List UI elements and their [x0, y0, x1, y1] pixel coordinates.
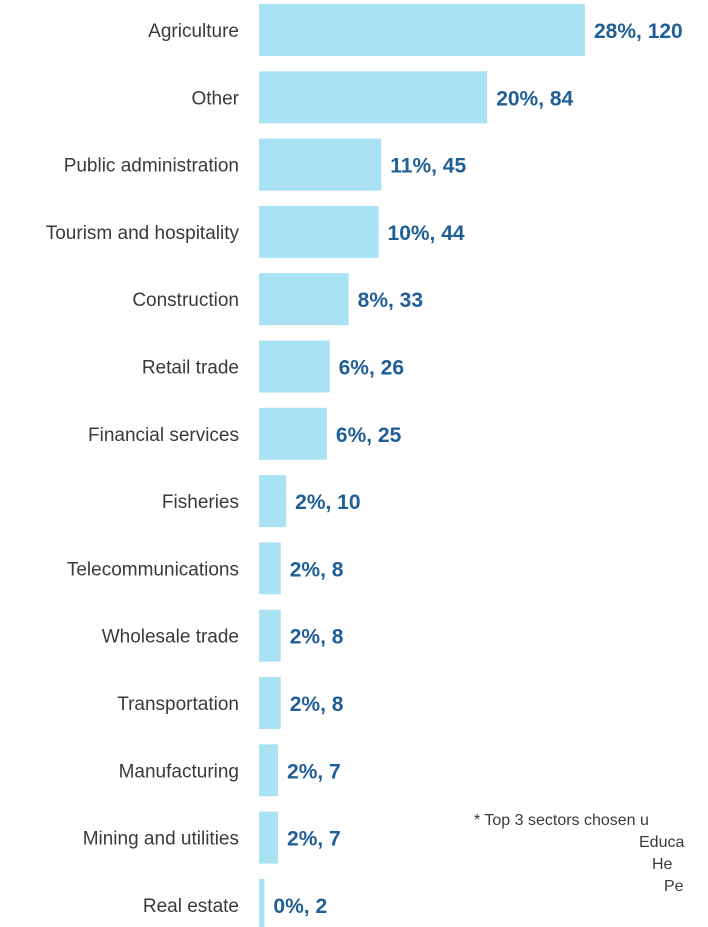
bar: [259, 811, 279, 864]
data-label: 20%, 84: [496, 87, 573, 110]
category-label: Financial services: [88, 425, 239, 446]
category-label: Agriculture: [148, 21, 239, 42]
data-label: 2%, 8: [290, 693, 344, 716]
footnote: * Top 3 sectors chosen u Educa He Pe: [474, 810, 708, 898]
bar: [259, 677, 281, 729]
footnote-line: * Top 3 sectors chosen u: [474, 812, 649, 829]
category-label: Mining and utilities: [83, 829, 239, 850]
bar: [259, 340, 330, 393]
data-label: 2%, 8: [290, 626, 344, 649]
category-label: Manufacturing: [119, 761, 239, 782]
footnote-line: Educa: [639, 834, 685, 851]
data-label: 28%, 120: [594, 20, 683, 43]
footnote-line: He: [652, 856, 673, 873]
category-label: Tourism and hospitality: [46, 223, 240, 244]
bar: [259, 4, 585, 56]
data-label: 6%, 26: [339, 357, 404, 380]
data-label: 2%, 8: [290, 558, 344, 581]
category-label: Telecommunications: [67, 559, 239, 580]
bar: [259, 609, 281, 662]
category-label: Real estate: [143, 896, 239, 917]
bar: [259, 878, 265, 927]
data-label: 6%, 25: [336, 424, 402, 447]
bar: [259, 273, 349, 326]
category-label: Transportation: [117, 694, 239, 715]
category-label: Fisheries: [162, 492, 239, 513]
footnote-line: Pe: [664, 878, 684, 895]
data-label: 2%, 7: [287, 760, 341, 783]
bar: [259, 138, 382, 191]
data-label: 2%, 10: [295, 491, 360, 514]
data-label: 11%, 45: [390, 155, 466, 178]
data-label: 10%, 44: [388, 222, 465, 245]
bar: [259, 475, 287, 528]
bar: [259, 71, 488, 124]
category-label: Retail trade: [142, 358, 239, 379]
category-label: Construction: [132, 290, 239, 311]
data-label: 2%, 7: [287, 828, 341, 851]
category-label: Other: [191, 88, 239, 109]
data-label: 8%, 33: [358, 289, 423, 312]
bar: [259, 205, 379, 258]
bar: [259, 407, 327, 460]
category-label: Public administration: [64, 156, 239, 177]
data-label: 0%, 2: [273, 895, 327, 918]
bar: [259, 542, 281, 595]
category-label: Wholesale trade: [102, 627, 239, 648]
bar: [259, 744, 279, 797]
